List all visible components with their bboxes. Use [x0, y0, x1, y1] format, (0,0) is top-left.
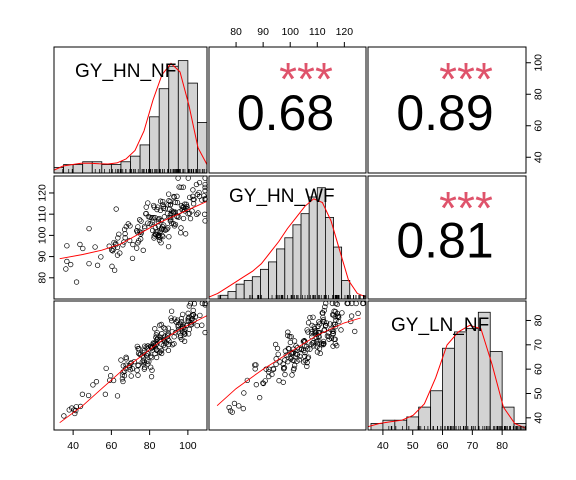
hist-bar	[502, 407, 514, 430]
tick-label: 80	[533, 314, 545, 326]
hist-bar	[454, 332, 466, 430]
tick-label: 40	[67, 440, 79, 452]
tick-label: 110	[309, 26, 326, 38]
hist-bar	[285, 238, 293, 299]
tick-label: 80	[496, 440, 508, 452]
significance-stars: ***	[439, 182, 493, 234]
hist-bar	[309, 197, 317, 299]
hist-bar	[252, 277, 260, 299]
tick-label: 100	[37, 226, 49, 244]
significance-stars: ***	[279, 53, 333, 105]
hist-bar	[244, 280, 252, 299]
hist-bar	[293, 225, 301, 299]
variable-label: GY_LN_NF	[391, 315, 489, 336]
hist-bar	[277, 249, 285, 299]
tick-label: 40	[533, 151, 545, 163]
hist-bar	[301, 214, 309, 299]
hist-bar	[188, 83, 198, 173]
tick-label: 120	[37, 184, 49, 202]
tick-label: 50	[533, 387, 545, 399]
hist-bar	[269, 262, 277, 299]
tick-label: 80	[37, 272, 49, 284]
tick-label: 100	[533, 54, 545, 72]
tick-label: 60	[106, 440, 118, 452]
variable-label: GY_HN_WF	[229, 186, 335, 207]
hist-bar	[197, 122, 207, 173]
hist-bar	[159, 89, 169, 173]
tick-label: 90	[257, 26, 269, 38]
tick-label: 80	[230, 26, 242, 38]
hist-bar	[169, 66, 179, 173]
hist-bar	[150, 117, 160, 173]
hist-bar	[140, 145, 150, 173]
significance-stars: ***	[439, 53, 493, 105]
tick-label: 40	[377, 440, 389, 452]
tick-label: 60	[437, 440, 449, 452]
variable-label: GY_HN_NF	[75, 61, 176, 82]
hist-bar	[431, 391, 443, 430]
hist-bar	[466, 329, 478, 430]
tick-label: 120	[336, 26, 354, 38]
tick-label: 80	[144, 440, 156, 452]
tick-label: 100	[281, 26, 299, 38]
tick-label: 80	[533, 88, 545, 100]
tick-label: 60	[533, 363, 545, 375]
tick-label: 90	[37, 251, 49, 263]
hist-bar	[236, 284, 244, 299]
hist-bar	[73, 165, 83, 173]
hist-bar	[325, 217, 333, 299]
hist-bar	[178, 61, 188, 173]
tick-label: 50	[407, 440, 419, 452]
hist-bar	[111, 165, 121, 173]
hist-bar	[443, 348, 455, 430]
hist-bar	[260, 269, 268, 299]
tick-label: 70	[533, 339, 545, 351]
tick-label: 100	[179, 440, 197, 452]
tick-label: 110	[37, 206, 49, 223]
tick-label: 70	[466, 440, 478, 452]
hist-bar	[334, 247, 342, 299]
tick-label: 60	[533, 120, 545, 132]
hist-bar	[228, 292, 236, 299]
tick-label: 40	[533, 412, 545, 424]
hist-bar	[102, 165, 112, 173]
hist-bar	[395, 420, 407, 430]
